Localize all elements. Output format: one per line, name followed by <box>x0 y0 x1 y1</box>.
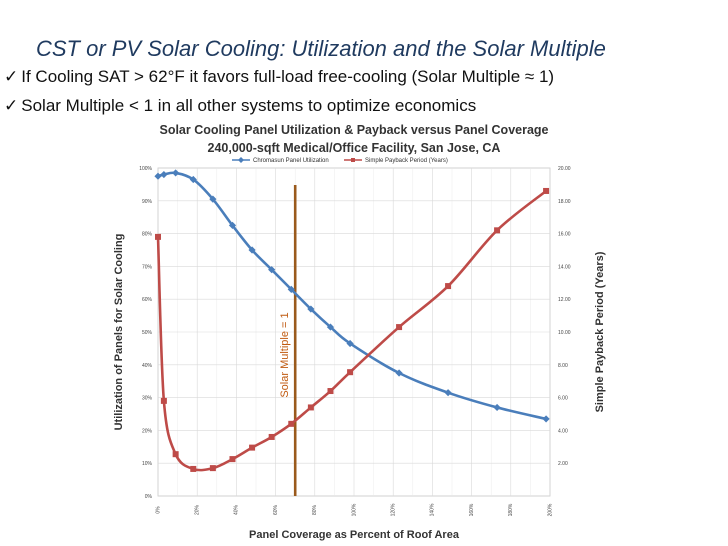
utilization-point <box>248 246 256 254</box>
bullet-text: Solar Multiple < 1 in all other systems … <box>21 96 477 115</box>
y2-tick-label: 6.00 <box>558 396 568 402</box>
utilization-point <box>154 172 162 180</box>
payback-point <box>445 283 452 290</box>
payback-point <box>543 187 550 194</box>
y2-tick-label: 4.00 <box>558 428 568 434</box>
x-tick-label: 80% <box>312 504 318 515</box>
utilization-line <box>157 171 547 421</box>
slide-title: CST or PV Solar Cooling: Utilization and… <box>36 36 606 61</box>
x-tick-label: 100% <box>351 503 357 516</box>
y2-tick-label: 2.00 <box>558 461 568 467</box>
utilization-point <box>346 339 354 348</box>
chart-title: Solar Cooling Panel Utilization & Paybac… <box>159 123 548 137</box>
payback-point <box>494 227 501 234</box>
utilization-point <box>268 266 276 274</box>
x-tick-label: 180% <box>508 503 514 516</box>
y2-tick-label: 12.00 <box>558 297 571 303</box>
bullet-text: If Cooling SAT > 62°F it favors full-loa… <box>21 67 555 86</box>
payback-point <box>172 451 179 458</box>
x-tick-label: 140% <box>430 503 436 516</box>
payback-point <box>307 404 314 411</box>
payback-point <box>396 324 403 331</box>
y2-tick-label: 8.00 <box>558 363 568 369</box>
bullet-item: ✓ Solar Multiple < 1 in all other systems… <box>4 96 476 116</box>
utilization-point <box>160 170 168 179</box>
x-tick-label: 120% <box>391 503 397 516</box>
utilization-point <box>493 403 501 412</box>
y2-tick-label: 16.00 <box>558 232 571 238</box>
utilization-point <box>189 175 197 184</box>
payback-point <box>327 388 334 395</box>
checkmark-icon: ✓ <box>4 67 19 86</box>
solar-multiple-label: Solar Multiple = 1 <box>279 312 291 397</box>
payback-point <box>229 456 236 463</box>
y-tick-label: 20% <box>142 428 153 434</box>
utilization-point <box>542 415 550 423</box>
x-tick-label: 60% <box>273 504 279 515</box>
x-tick-label: 0% <box>155 506 161 514</box>
x-axis-label: Panel Coverage as Percent of Roof Area <box>249 529 460 541</box>
payback-point <box>249 444 256 451</box>
y-axis-label: Utilization of Panels for Solar Cooling <box>113 234 125 431</box>
legend-label: Simple Payback Period (Years) <box>365 158 448 164</box>
utilization-point <box>172 169 180 177</box>
payback-point <box>155 233 161 240</box>
utilization-point <box>228 221 237 229</box>
x-tick-label: 40% <box>234 504 240 515</box>
payback-point <box>268 433 275 440</box>
utilization-point <box>287 285 295 293</box>
y-tick-label: 80% <box>142 232 153 238</box>
legend-marker <box>238 157 244 163</box>
utilization-point <box>209 195 217 203</box>
y-tick-label: 50% <box>142 330 153 336</box>
utilization-point <box>307 305 315 313</box>
y2-tick-label: 14.00 <box>558 264 571 270</box>
y2-tick-label: 10.00 <box>558 330 571 336</box>
legend-marker <box>351 158 355 162</box>
x-tick-label: 200% <box>547 503 553 516</box>
y-tick-label: 40% <box>142 363 153 369</box>
payback-point <box>160 397 167 404</box>
y-tick-label: 70% <box>142 264 153 270</box>
payback-point <box>288 420 295 427</box>
y-tick-label: 10% <box>142 461 153 467</box>
payback-point <box>190 465 197 472</box>
chart-subtitle: 240,000-sqft Medical/Office Facility, Sa… <box>208 141 501 155</box>
y-tick-label: 60% <box>142 297 153 303</box>
checkmark-icon: ✓ <box>4 96 19 115</box>
x-tick-label: 160% <box>469 503 475 516</box>
y2-tick-label: 18.00 <box>558 199 571 205</box>
utilization-point <box>326 323 335 331</box>
utilization-point <box>444 389 452 397</box>
y-tick-label: 90% <box>142 199 153 205</box>
payback-point <box>347 369 354 376</box>
y2-tick-label: 20.00 <box>558 166 571 172</box>
payback-point <box>209 465 216 472</box>
x-tick-label: 20% <box>195 504 201 515</box>
y-tick-label: 0% <box>145 494 153 500</box>
utilization-point <box>395 369 403 377</box>
y-tick-label: 100% <box>139 166 152 172</box>
y2-axis-label: Simple Payback Period (Years) <box>594 251 606 412</box>
bullet-item: ✓ If Cooling SAT > 62°F it favors full-lo… <box>4 67 554 87</box>
legend-label: Chromasun Panel Utilization <box>253 158 329 164</box>
y-tick-label: 30% <box>142 396 153 402</box>
